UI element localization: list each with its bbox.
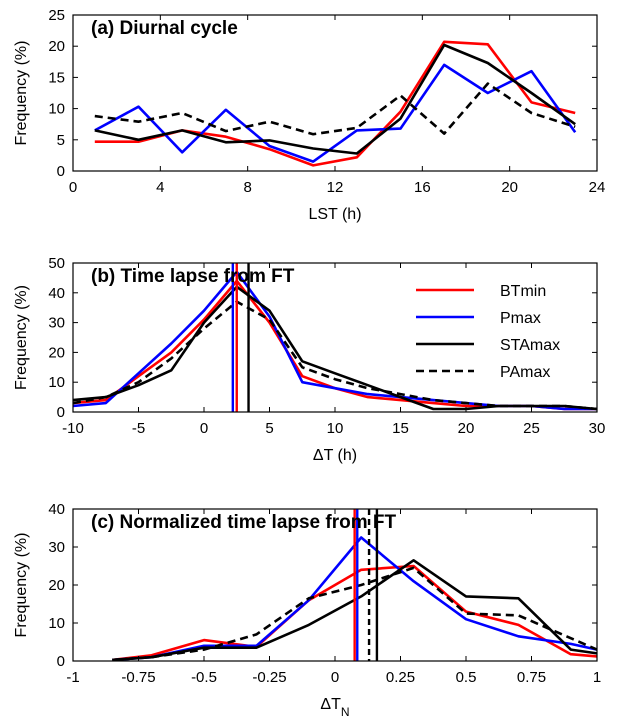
y-tick-label: 10 [48, 615, 65, 632]
series-line-pmax [94, 63, 577, 163]
y-tick-label: 40 [48, 501, 65, 518]
x-tick-label: 20 [458, 420, 475, 437]
x-tick-label: -0.5 [191, 669, 217, 686]
x-tick-label: -5 [132, 420, 145, 437]
x-tick-label: 30 [589, 420, 606, 437]
legend-label-btmin: BTmin [500, 283, 546, 300]
x-tick-label: 8 [243, 179, 251, 196]
x-tick-label: 0.5 [456, 669, 477, 686]
y-tick-label: 10 [48, 374, 65, 391]
x-tick-label: -1 [66, 669, 79, 686]
x-tick-label: 24 [589, 179, 606, 196]
x-tick-label: 0.75 [517, 669, 546, 686]
series-line-pamax [72, 300, 598, 411]
x-axis-label: ΔT (h) [313, 447, 357, 464]
x-tick-label: 0 [331, 669, 339, 686]
series-layer [112, 536, 598, 662]
x-tick-label: 25 [523, 420, 540, 437]
series-line-stamax [72, 285, 598, 411]
series-line-btmin [112, 564, 598, 662]
x-tick-label: 1 [593, 669, 601, 686]
panel-title: (b) Time lapse from FT [91, 266, 295, 287]
x-tick-label: 12 [327, 179, 344, 196]
x-tick-label: -10 [62, 420, 84, 437]
y-tick-label: 25 [48, 7, 65, 24]
y-axis-label: Frequency (%) [13, 41, 30, 146]
series-line-pamax [112, 566, 598, 662]
x-tick-label: 5 [265, 420, 273, 437]
vline-layer [231, 263, 250, 412]
series-line-stamax [112, 558, 598, 662]
ticks-layer: -10 -5 0 5 10 15 20 25 30 0 10 20 30 40 50 [48, 255, 605, 437]
legend-label-pamax: PAmax [500, 364, 550, 381]
x-tick-label: 20 [501, 179, 518, 196]
y-tick-label: 0 [57, 404, 65, 421]
x-axis-label: ΔTN [320, 696, 349, 719]
y-axis-label: Frequency (%) [13, 285, 30, 390]
x-tick-label: 15 [392, 420, 409, 437]
y-tick-label: 10 [48, 101, 65, 118]
x-tick-label: -0.75 [121, 669, 155, 686]
x-tick-label: 0.25 [386, 669, 415, 686]
series-line-pamax [94, 82, 576, 136]
y-tick-label: 0 [57, 163, 65, 180]
series-layer [94, 40, 577, 167]
panel-title: (c) Normalized time lapse from FT [91, 512, 397, 533]
x-axis-label-subscript: N [341, 705, 350, 719]
x-tick-label: 0 [200, 420, 208, 437]
x-axis-label: LST (h) [308, 206, 361, 223]
y-tick-label: 50 [48, 255, 65, 272]
y-tick-label: 40 [48, 285, 65, 302]
y-tick-label: 20 [48, 38, 65, 55]
y-tick-label: 30 [48, 539, 65, 556]
x-tick-label: 4 [156, 179, 164, 196]
y-tick-label: 20 [48, 344, 65, 361]
ticks-layer: 0 4 8 12 16 20 24 0 5 10 15 20 25 [48, 7, 605, 196]
y-tick-label: 30 [48, 315, 65, 332]
chart-panel-time-lapse: -10 -5 0 5 10 15 20 25 30 0 10 20 30 40 50 (b) Time la… [13, 255, 605, 464]
legend: BTmin Pmax STAmax PAmax [416, 283, 560, 381]
x-tick-label: 0 [69, 179, 77, 196]
series-layer [72, 270, 598, 411]
y-tick-label: 5 [57, 132, 65, 149]
y-tick-label: 15 [48, 69, 65, 86]
panel-title: (a) Diurnal cycle [91, 18, 238, 39]
vline-layer [353, 509, 379, 661]
x-tick-label: 10 [327, 420, 344, 437]
x-tick-label: 16 [414, 179, 431, 196]
y-tick-label: 20 [48, 577, 65, 594]
y-tick-label: 0 [57, 653, 65, 670]
series-line-stamax [94, 43, 576, 155]
legend-label-pmax: Pmax [500, 310, 541, 327]
y-axis-label: Frequency (%) [13, 533, 30, 638]
legend-label-stamax: STAmax [500, 337, 560, 354]
x-axis-label-main: ΔT [320, 696, 341, 713]
x-tick-label: -0.25 [252, 669, 286, 686]
